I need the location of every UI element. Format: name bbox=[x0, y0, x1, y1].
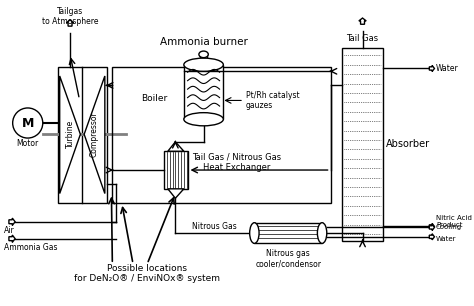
Polygon shape bbox=[9, 218, 15, 226]
Ellipse shape bbox=[184, 113, 223, 126]
Text: Absorber: Absorber bbox=[386, 139, 430, 149]
Ellipse shape bbox=[250, 223, 259, 243]
Bar bbox=[184, 65, 223, 119]
Text: Ammonia burner: Ammonia burner bbox=[160, 37, 247, 47]
Polygon shape bbox=[429, 224, 435, 230]
Text: Motor: Motor bbox=[17, 139, 39, 148]
Bar bbox=[58, 67, 107, 203]
Polygon shape bbox=[66, 20, 74, 26]
Polygon shape bbox=[429, 223, 435, 230]
Text: Air: Air bbox=[4, 226, 15, 235]
Bar bbox=[255, 223, 322, 243]
Text: Compressor: Compressor bbox=[90, 111, 99, 157]
Text: Ammonia Gas: Ammonia Gas bbox=[4, 243, 58, 252]
Bar bbox=[164, 151, 188, 189]
Polygon shape bbox=[168, 142, 184, 151]
Text: Possible locations
for DeN₂O® / EnviNOx® system: Possible locations for DeN₂O® / EnviNOx®… bbox=[74, 264, 220, 283]
Text: Tailgas
to Atmosphere: Tailgas to Atmosphere bbox=[42, 7, 98, 26]
Text: Tail Gas: Tail Gas bbox=[346, 34, 379, 43]
Polygon shape bbox=[168, 189, 184, 198]
Text: Boiler: Boiler bbox=[141, 94, 167, 103]
Polygon shape bbox=[429, 65, 435, 72]
Polygon shape bbox=[84, 76, 105, 193]
Text: Tail Gas / Nitrous Gas
Heat Exchanger: Tail Gas / Nitrous Gas Heat Exchanger bbox=[192, 153, 281, 172]
Polygon shape bbox=[429, 234, 435, 240]
Text: Water: Water bbox=[436, 64, 459, 73]
Bar bbox=[342, 48, 383, 241]
Text: M: M bbox=[21, 117, 34, 129]
Text: Water: Water bbox=[436, 236, 456, 242]
Polygon shape bbox=[359, 18, 366, 24]
Polygon shape bbox=[60, 76, 81, 193]
Polygon shape bbox=[9, 235, 15, 242]
Text: Nitrous gas
cooler/condensor: Nitrous gas cooler/condensor bbox=[255, 249, 321, 268]
Text: Cooling: Cooling bbox=[436, 224, 462, 230]
Text: Nitric Acid
Product: Nitric Acid Product bbox=[436, 215, 472, 228]
Bar bbox=[112, 67, 330, 203]
Bar bbox=[200, 54, 207, 65]
Text: Pt/Rh catalyst
gauzes: Pt/Rh catalyst gauzes bbox=[246, 91, 300, 110]
Ellipse shape bbox=[184, 58, 223, 71]
Ellipse shape bbox=[318, 223, 327, 243]
Ellipse shape bbox=[199, 51, 208, 58]
Circle shape bbox=[13, 108, 43, 138]
Text: Nitrous Gas: Nitrous Gas bbox=[192, 222, 237, 231]
Text: Turbine: Turbine bbox=[65, 120, 74, 148]
